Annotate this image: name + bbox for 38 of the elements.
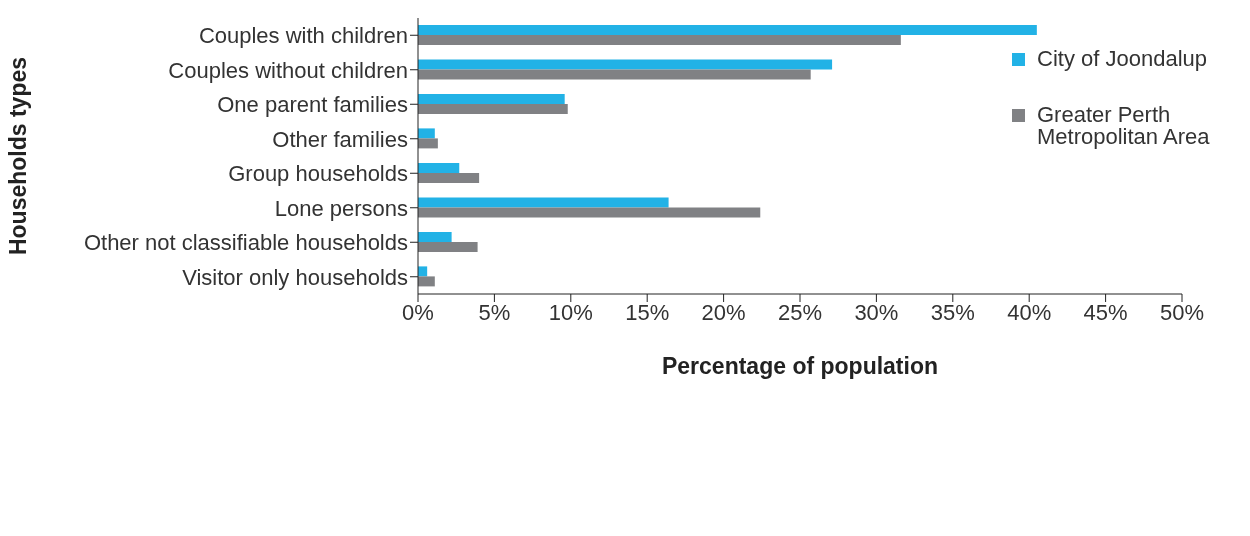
x-tick-label: 10% [548, 299, 593, 325]
x-tick-label: 35% [930, 299, 975, 325]
y-tick-label: Other families [272, 126, 408, 152]
x-tick-label: 45% [1083, 299, 1128, 325]
y-axis-title: Households types [5, 56, 32, 256]
y-tick-label: Group households [228, 161, 408, 187]
bar [418, 276, 435, 287]
y-tick-label: One parent families [217, 92, 408, 118]
x-axis-title: Percentage of population [661, 353, 939, 379]
bar [418, 128, 435, 139]
x-tick-label: 0% [402, 299, 434, 325]
bar [418, 103, 568, 114]
bar [418, 59, 833, 70]
bar [418, 24, 1037, 35]
x-tick-label: 15% [625, 299, 670, 325]
bar [418, 138, 438, 149]
bar [418, 69, 811, 80]
bar [418, 197, 669, 208]
bar [418, 34, 901, 45]
y-tick-label: Lone persons [274, 195, 408, 221]
x-tick-label: 25% [777, 299, 823, 325]
x-tick-label: 30% [854, 299, 899, 325]
legend-label: City of Joondalup [1037, 46, 1207, 71]
y-tick-label: Couples with children [198, 23, 408, 49]
bar [418, 172, 480, 183]
bar [418, 241, 478, 252]
x-tick-label: 50% [1159, 299, 1205, 325]
y-tick-label: Visitor only households [182, 264, 408, 290]
x-tick-label: 5% [478, 299, 511, 325]
y-tick-label: Other not classifiable households [83, 230, 408, 256]
bar [418, 162, 460, 173]
bar [418, 231, 452, 242]
x-tick-label: 40% [1007, 299, 1052, 325]
legend-label: Greater Perth Metropolitan Area [1037, 102, 1211, 149]
x-tick-label: 20% [701, 299, 746, 325]
bar [418, 207, 761, 218]
bar [418, 93, 565, 104]
y-tick-label: Couples without children [168, 57, 408, 83]
